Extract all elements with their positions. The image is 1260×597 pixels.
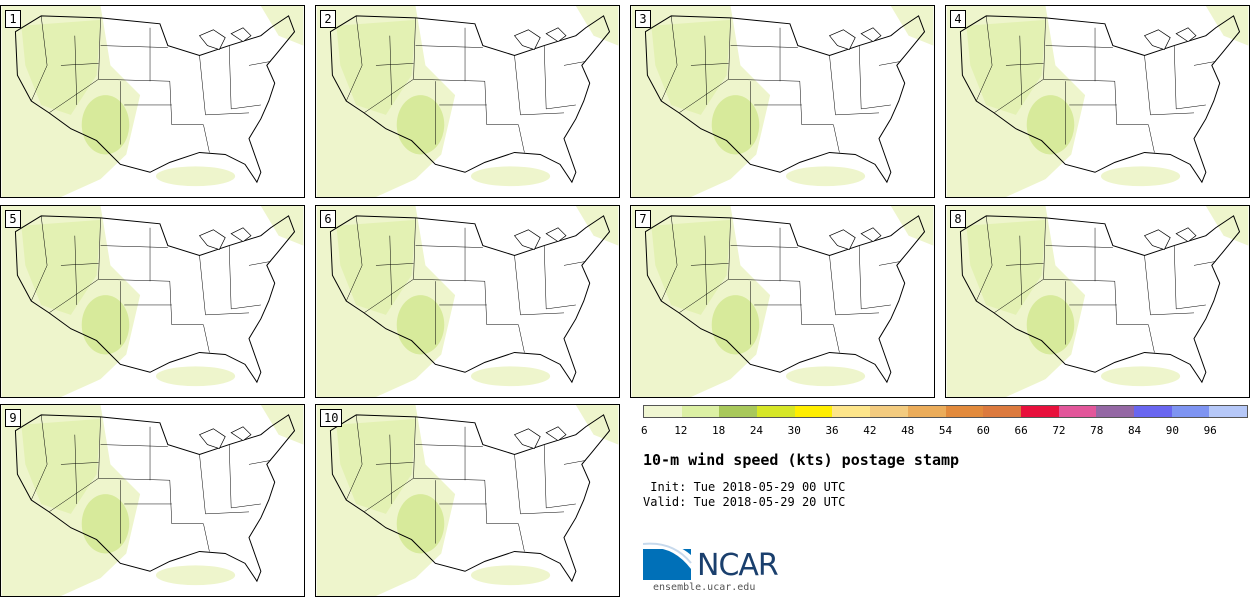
member-number: 2 xyxy=(320,10,336,28)
legend-swatch xyxy=(907,406,946,417)
us-map xyxy=(316,206,619,397)
us-map xyxy=(631,6,934,197)
member-number: 7 xyxy=(635,210,651,228)
legend-tick-label: 18 xyxy=(712,424,726,437)
map-panel: 2 xyxy=(315,5,620,198)
map-panel: 3 xyxy=(630,5,935,198)
map-panel: 10 xyxy=(315,404,620,597)
us-map xyxy=(946,6,1249,197)
legend-swatch xyxy=(983,406,1021,417)
legend-swatch xyxy=(1058,406,1097,417)
map-panel: 6 xyxy=(315,205,620,398)
member-number: 1 xyxy=(5,10,21,28)
us-map xyxy=(1,405,304,596)
legend-swatch xyxy=(719,406,758,417)
legend-swatch xyxy=(1171,406,1210,417)
legend-swatch xyxy=(1133,406,1172,417)
legend-tick-label: 96 xyxy=(1203,424,1217,437)
legend-tick-label: 24 xyxy=(749,424,764,437)
us-map xyxy=(316,405,619,596)
legend-tick-label: 6 xyxy=(641,424,648,437)
legend-tick-label: 66 xyxy=(1014,424,1028,437)
member-number: 5 xyxy=(5,210,21,228)
legend-swatch xyxy=(870,406,908,417)
legend-swatch xyxy=(945,406,984,417)
map-panel: 7 xyxy=(630,205,935,398)
map-panel: 1 xyxy=(0,5,305,198)
member-number: 4 xyxy=(950,10,966,28)
legend-tick-label: 84 xyxy=(1127,424,1142,437)
us-map xyxy=(1,206,304,397)
legend-tick-label: 72 xyxy=(1052,424,1066,437)
us-map xyxy=(1,6,304,197)
us-map xyxy=(316,6,619,197)
member-number: 6 xyxy=(320,210,336,228)
legend-swatch xyxy=(794,406,833,417)
map-panel: 5 xyxy=(0,205,305,398)
member-number: 3 xyxy=(635,10,651,28)
chart-title: 10-m wind speed (kts) postage stamp xyxy=(643,451,960,469)
us-map xyxy=(631,206,934,397)
legend-tick-label: 12 xyxy=(674,424,688,437)
legend-swatch xyxy=(757,406,795,417)
map-panel: 8 xyxy=(945,205,1250,398)
legend-ticks: 6 12 18 24 30 36 42 48 54 60 66 72 78 84 90 96 xyxy=(641,424,1248,440)
map-panel: 9 xyxy=(0,404,305,597)
legend-swatch xyxy=(644,406,682,417)
legend-swatch xyxy=(1020,406,1059,417)
init-time: Init: Tue 2018-05-29 00 UTC xyxy=(643,480,846,494)
map-panel: 4 xyxy=(945,5,1250,198)
legend-tick-label: 90 xyxy=(1165,424,1179,437)
legend-swatch xyxy=(832,406,871,417)
legend-tick-label: 78 xyxy=(1090,424,1104,437)
logo-url: ensemble.ucar.edu xyxy=(653,582,756,593)
member-number: 10 xyxy=(320,409,343,427)
legend-tick-label: 60 xyxy=(976,424,990,437)
legend-swatch xyxy=(1096,406,1134,417)
valid-time: Valid: Tue 2018-05-29 20 UTC xyxy=(643,495,846,509)
color-legend xyxy=(643,405,1248,418)
legend-tick-label: 30 xyxy=(787,424,801,437)
ncar-logo-icon xyxy=(643,542,692,580)
legend-swatch xyxy=(1209,406,1247,417)
ncar-logo-text: NCAR xyxy=(697,548,779,583)
legend-tick-label: 48 xyxy=(901,424,915,437)
legend-swatch xyxy=(681,406,720,417)
us-map xyxy=(946,206,1249,397)
member-number: 9 xyxy=(5,409,21,427)
legend-tick-label: 42 xyxy=(863,424,877,437)
member-number: 8 xyxy=(950,210,966,228)
legend-tick-label: 36 xyxy=(825,424,839,437)
legend-tick-label: 54 xyxy=(938,424,953,437)
